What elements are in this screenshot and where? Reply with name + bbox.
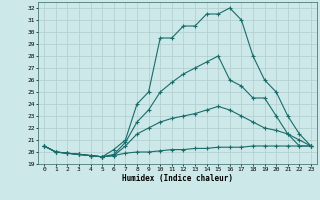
X-axis label: Humidex (Indice chaleur): Humidex (Indice chaleur) [122,174,233,183]
